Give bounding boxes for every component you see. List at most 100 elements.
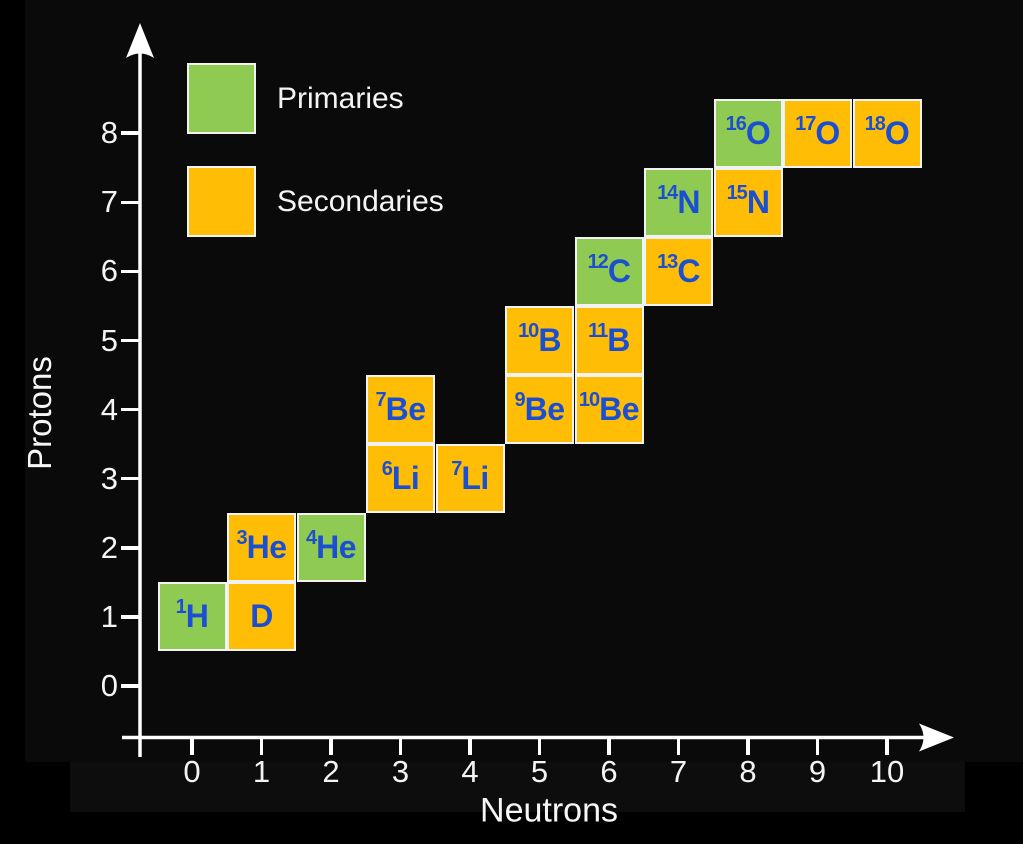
y-tick-label-1: 1 <box>100 598 118 634</box>
y-tick-2 <box>121 546 140 550</box>
legend-swatch-primaries <box>187 63 256 134</box>
element-symbol: Be <box>385 391 426 428</box>
y-tick-6 <box>121 269 140 274</box>
element-symbol: B <box>607 322 630 358</box>
x-tick-8 <box>746 739 750 755</box>
isotope-cell-4He: 4 He <box>296 513 366 583</box>
y-axis-arrow-icon <box>126 23 154 58</box>
y-tick-7 <box>121 200 140 205</box>
isotope-cell-15N: 15 N <box>713 167 783 237</box>
element-symbol: Be <box>524 391 565 428</box>
legend-swatch-secondaries <box>187 166 256 237</box>
isotope-cell-7Be: 7 Be <box>366 375 435 445</box>
isotope-cell-14N: 14 N <box>644 167 713 237</box>
element-symbol: C <box>677 252 700 289</box>
x-tick-2 <box>329 739 333 755</box>
x-axis-arrow-icon <box>919 723 954 752</box>
x-tick-label-1: 1 <box>252 754 271 789</box>
x-tick-label-2: 2 <box>322 754 340 789</box>
x-tick-label-8: 8 <box>739 754 757 789</box>
isotope-cell-D: D <box>227 582 296 652</box>
x-tick-6 <box>607 739 611 755</box>
isotope-cell-9Be: 9 Be <box>505 375 574 445</box>
mass-number: 9 <box>514 389 525 412</box>
mass-number: 7 <box>451 458 462 481</box>
mass-number: 12 <box>587 250 609 273</box>
element-symbol: B <box>538 322 561 358</box>
mass-number: 6 <box>381 458 393 481</box>
x-tick-label-0: 0 <box>183 754 201 789</box>
x-tick-label-10: 10 <box>869 754 905 789</box>
isotope-cell-10Be: 10 Be <box>574 375 644 445</box>
mass-number: 10 <box>518 320 539 342</box>
x-tick-3 <box>398 739 403 755</box>
legend-label-primaries: Primaries <box>277 81 404 115</box>
y-tick-1 <box>121 615 140 619</box>
y-tick-label-0: 0 <box>100 668 118 703</box>
x-tick-9 <box>815 739 820 755</box>
y-tick-label-2: 2 <box>100 529 118 565</box>
element-symbol: N <box>746 183 770 220</box>
mass-number: 13 <box>657 250 678 273</box>
x-label-band <box>70 762 965 812</box>
mass-number: 3 <box>236 527 247 550</box>
isotope-cell-18O: 18 O <box>852 98 922 168</box>
isotope-cell-16O: 16 O <box>713 98 783 168</box>
x-tick-label-6: 6 <box>600 754 618 789</box>
mass-number: 11 <box>588 320 608 342</box>
legend-label-secondaries: Secondaries <box>277 184 444 218</box>
y-tick-label-8: 8 <box>100 115 118 151</box>
element-symbol: O <box>745 114 771 151</box>
element-symbol: Li <box>391 460 420 497</box>
isotope-cell-13C: 13 C <box>644 236 713 306</box>
isotope-cell-17O: 17 O <box>783 98 852 168</box>
x-tick-label-4: 4 <box>461 754 479 789</box>
x-tick-label-5: 5 <box>530 754 549 789</box>
element-symbol: Be <box>599 391 640 428</box>
x-axis-title: Neutrons <box>480 791 618 830</box>
element-symbol: D <box>250 598 273 635</box>
x-tick-1 <box>259 739 264 755</box>
element-symbol: N <box>677 183 700 220</box>
mass-number: 18 <box>864 112 886 135</box>
mass-number: 1 <box>175 596 187 619</box>
x-tick-5 <box>537 739 542 755</box>
element-symbol: C <box>607 252 631 289</box>
isotope-cell-7Li: 7 Li <box>435 444 505 514</box>
y-tick-5 <box>121 338 140 343</box>
x-tick-7 <box>676 739 681 755</box>
y-tick-label-6: 6 <box>100 253 118 289</box>
element-symbol: O <box>884 114 910 151</box>
isotope-cell-12C: 12 C <box>574 236 644 306</box>
x-tick-10 <box>885 739 889 755</box>
element-symbol: He <box>246 529 287 566</box>
x-tick-label-7: 7 <box>669 754 688 789</box>
mass-number: 7 <box>375 389 386 412</box>
x-tick-4 <box>468 739 472 755</box>
y-tick-3 <box>121 476 140 481</box>
x-tick-label-3: 3 <box>391 754 410 789</box>
y-tick-label-4: 4 <box>100 391 118 427</box>
y-tick-8 <box>121 131 140 135</box>
y-tick-label-3: 3 <box>100 460 118 496</box>
mass-number: 4 <box>305 527 317 550</box>
y-tick-label-7: 7 <box>100 184 118 220</box>
y-tick-4 <box>121 407 140 412</box>
mass-number: 14 <box>657 181 678 204</box>
element-symbol: H <box>185 598 209 635</box>
isotope-cell-3He: 3 He <box>227 513 296 583</box>
isotope-cell-10B: 10 B <box>505 306 574 375</box>
x-tick-0 <box>190 739 194 755</box>
y-tick-label-5: 5 <box>100 322 118 358</box>
y-tick-0 <box>121 684 140 688</box>
element-symbol: He <box>316 529 357 566</box>
isotope-cell-6Li: 6 Li <box>366 444 435 514</box>
isotope-cell-11B: 11 B <box>574 306 644 375</box>
element-symbol: Li <box>461 460 489 497</box>
mass-number: 16 <box>725 112 747 135</box>
element-symbol: O <box>815 114 840 151</box>
y-axis-title: Protons <box>21 356 58 470</box>
